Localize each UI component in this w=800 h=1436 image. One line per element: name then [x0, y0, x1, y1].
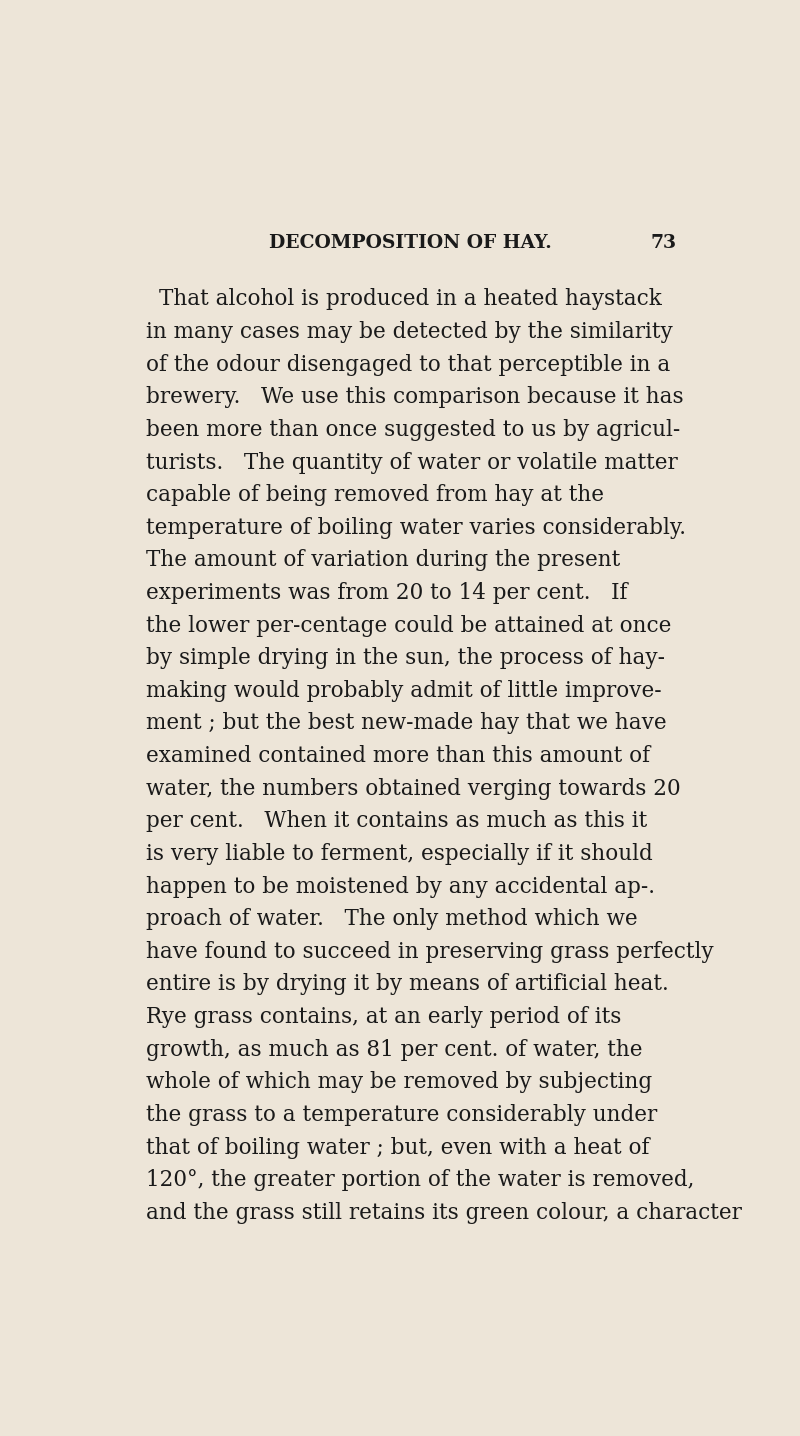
Text: Rye grass contains, at an early period of its: Rye grass contains, at an early period o… [146, 1007, 622, 1028]
Text: The amount of variation during the present: The amount of variation during the prese… [146, 550, 621, 572]
Text: the lower per-centage could be attained at once: the lower per-centage could be attained … [146, 615, 672, 636]
Text: DECOMPOSITION OF HAY.: DECOMPOSITION OF HAY. [269, 234, 551, 253]
Text: that of boiling water ; but, even with a heat of: that of boiling water ; but, even with a… [146, 1136, 650, 1159]
Text: brewery.   We use this comparison because it has: brewery. We use this comparison because … [146, 386, 684, 408]
Text: and the grass still retains its green colour, a character: and the grass still retains its green co… [146, 1202, 742, 1223]
Text: entire is by drying it by means of artificial heat.: entire is by drying it by means of artif… [146, 974, 670, 995]
Text: happen to be moistened by any accidental ap-.: happen to be moistened by any accidental… [146, 876, 655, 898]
Text: the grass to a temperature considerably under: the grass to a temperature considerably … [146, 1104, 658, 1126]
Text: ment ; but the best new-made hay that we have: ment ; but the best new-made hay that we… [146, 712, 667, 734]
Text: capable of being removed from hay at the: capable of being removed from hay at the [146, 484, 605, 505]
Text: making would probably admit of little improve-: making would probably admit of little im… [146, 679, 662, 702]
Text: growth, as much as 81 per cent. of water, the: growth, as much as 81 per cent. of water… [146, 1038, 643, 1061]
Text: turists.   The quantity of water or volatile matter: turists. The quantity of water or volati… [146, 451, 678, 474]
Text: temperature of boiling water varies considerably.: temperature of boiling water varies cons… [146, 517, 686, 538]
Text: examined contained more than this amount of: examined contained more than this amount… [146, 745, 650, 767]
Text: in many cases may be detected by the similarity: in many cases may be detected by the sim… [146, 322, 674, 343]
Text: is very liable to ferment, especially if it should: is very liable to ferment, especially if… [146, 843, 654, 864]
Text: whole of which may be removed by subjecting: whole of which may be removed by subject… [146, 1071, 653, 1093]
Text: That alcohol is produced in a heated haystack: That alcohol is produced in a heated hay… [159, 289, 662, 310]
Text: experiments was from 20 to 14 per cent.   If: experiments was from 20 to 14 per cent. … [146, 582, 628, 605]
Text: been more than once suggested to us by agricul-: been more than once suggested to us by a… [146, 419, 681, 441]
Text: by simple drying in the sun, the process of hay-: by simple drying in the sun, the process… [146, 648, 666, 669]
Text: have found to succeed in preserving grass perfectly: have found to succeed in preserving gras… [146, 941, 714, 962]
Text: of the odour disengaged to that perceptible in a: of the odour disengaged to that percepti… [146, 353, 670, 376]
Text: 73: 73 [650, 234, 677, 253]
Text: per cent.   When it contains as much as this it: per cent. When it contains as much as th… [146, 810, 648, 833]
Text: 120°, the greater portion of the water is removed,: 120°, the greater portion of the water i… [146, 1169, 695, 1190]
Text: proach of water.   The only method which we: proach of water. The only method which w… [146, 908, 638, 931]
Text: water, the numbers obtained verging towards 20: water, the numbers obtained verging towa… [146, 778, 681, 800]
